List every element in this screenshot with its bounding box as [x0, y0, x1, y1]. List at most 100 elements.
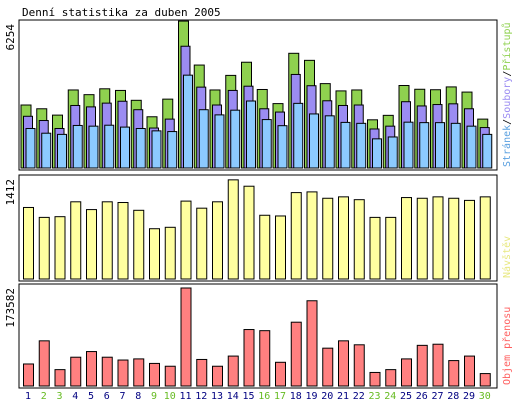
x-tick-label: 11 — [179, 391, 191, 402]
bar-visitors-návštěv-day-19 — [306, 191, 318, 280]
bar-visitors-návštěv-day-28 — [448, 197, 460, 280]
x-tick-label: 1 — [25, 391, 31, 402]
bar-hits-stránek-day-15 — [246, 100, 256, 169]
bar-hits-stránek-day-26 — [419, 122, 430, 169]
bar-hits-stránek-day-10 — [167, 131, 178, 169]
bar-visitors-návštěv-day-23 — [369, 216, 381, 280]
x-tick-label: 5 — [88, 391, 94, 402]
legend-item: Stránek — [501, 125, 513, 167]
panel-frame — [18, 283, 498, 389]
x-tick-label: 2 — [41, 391, 47, 402]
bar-transfer-objem-přenosu-day-15 — [243, 329, 255, 387]
bar-visitors-návštěv-day-22 — [353, 199, 365, 280]
bar-transfer-objem-přenosu-day-5 — [86, 351, 97, 387]
bar-transfer-objem-přenosu-day-8 — [133, 358, 145, 387]
bar-transfer-objem-přenosu-day-9 — [149, 362, 160, 387]
panel-max-label: 6254 — [4, 24, 17, 51]
bar-visitors-návštěv-day-14 — [227, 179, 239, 280]
x-tick-label: 30 — [479, 391, 491, 402]
x-tick-label: 4 — [72, 391, 78, 402]
bar-hits-stránek-day-21 — [340, 121, 351, 169]
panel-frame — [18, 174, 498, 282]
x-tick-label: 18 — [290, 391, 302, 402]
chart-panels: 6254Stránek/Soubory/Přístupů1412Návštěv1… — [4, 19, 513, 389]
x-tick-label: 6 — [104, 391, 110, 402]
bar-transfer-objem-přenosu-day-27 — [432, 343, 444, 387]
bar-transfer-objem-přenosu-day-11 — [180, 287, 192, 387]
panel-max-label: 173582 — [4, 288, 17, 328]
bar-hits-stránek-day-29 — [466, 125, 477, 169]
bar-hits-stránek-day-22 — [356, 122, 367, 169]
bar-hits-stránek-day-30 — [482, 133, 493, 169]
bar-hits-stránek-day-16 — [261, 119, 272, 169]
bar-transfer-objem-přenosu-day-26 — [416, 344, 428, 387]
bar-hits-stránek-day-9 — [151, 130, 162, 169]
bar-hits-stránek-day-24 — [387, 136, 398, 169]
x-tick-label: 22 — [353, 391, 365, 402]
bar-transfer-objem-přenosu-day-30 — [479, 373, 491, 387]
bar-hits-stránek-day-1 — [25, 128, 36, 169]
bar-visitors-návštěv-day-16 — [259, 214, 271, 280]
bar-visitors-návštěv-day-8 — [133, 209, 145, 280]
chart-title: Denní statistika za duben 2005 — [22, 6, 221, 19]
bar-visitors-návštěv-day-6 — [101, 201, 113, 280]
legend-item: Přístupů — [501, 22, 513, 70]
bar-hits-stránek-day-7 — [120, 126, 130, 169]
x-tick-label: 28 — [447, 391, 459, 402]
bar-hits-stránek-day-17 — [277, 125, 288, 169]
bar-visitors-návštěv-day-18 — [290, 192, 302, 280]
x-tick-label: 13 — [211, 391, 223, 402]
bar-visitors-návštěv-day-27 — [432, 196, 444, 280]
bar-visitors-návštěv-day-20 — [322, 197, 334, 280]
x-tick-label: 3 — [56, 391, 62, 402]
bar-transfer-objem-přenosu-day-28 — [448, 360, 460, 387]
x-tick-label: 20 — [321, 391, 333, 402]
bar-hits-stránek-day-20 — [324, 115, 335, 169]
bar-visitors-návštěv-day-24 — [385, 216, 397, 280]
legend-item: Návštěv — [501, 236, 513, 278]
bar-visitors-návštěv-day-21 — [338, 196, 349, 280]
bar-transfer-objem-přenosu-day-22 — [353, 344, 365, 387]
bar-transfer-objem-přenosu-day-6 — [101, 356, 113, 387]
x-tick-label: 23 — [368, 391, 380, 402]
bar-visitors-návštěv-day-29 — [464, 199, 475, 280]
bar-transfer-objem-přenosu-day-20 — [322, 347, 334, 387]
legend-separator: / — [502, 71, 513, 77]
panel-legend: Stránek/Soubory/Přístupů — [501, 22, 513, 167]
x-tick-label: 8 — [135, 391, 141, 402]
bar-visitors-návštěv-day-3 — [54, 216, 66, 280]
bar-hits-stránek-day-18 — [293, 102, 304, 169]
x-tick-label: 25 — [400, 391, 412, 402]
bar-visitors-návštěv-day-4 — [70, 201, 82, 280]
x-tick-label: 9 — [151, 391, 157, 402]
bar-hits-stránek-day-28 — [450, 122, 461, 169]
bar-transfer-objem-přenosu-day-18 — [290, 321, 302, 387]
bar-transfer-objem-přenosu-day-7 — [117, 359, 129, 387]
panel-legend: Objem přenosu — [501, 307, 513, 385]
panel-visitors: 1412 Návštěv — [4, 174, 513, 282]
x-tick-label: 21 — [337, 391, 349, 402]
bar-visitors-návštěv-day-17 — [275, 215, 286, 280]
x-axis-day-labels: 1 2 3 4 5 6 7 8 9 10 11 12 13 14 15 16 17 18 19 20 21 22 23 24 2… — [25, 391, 491, 402]
bar-hits-stránek-day-27 — [435, 122, 445, 169]
x-tick-label: 14 — [227, 391, 239, 402]
x-tick-label: 19 — [305, 391, 317, 402]
x-tick-label: 26 — [416, 391, 428, 402]
bar-transfer-objem-přenosu-day-17 — [275, 361, 286, 387]
bar-transfer-objem-přenosu-day-2 — [38, 340, 50, 387]
bar-hits-stránek-day-13 — [214, 114, 225, 169]
bar-visitors-návštěv-day-7 — [117, 202, 129, 280]
bar-transfer-objem-přenosu-day-12 — [196, 358, 208, 387]
bar-hits-stránek-day-6 — [104, 124, 115, 169]
bar-transfer-objem-přenosu-day-29 — [464, 355, 475, 387]
legend-item: Soubory — [502, 77, 513, 119]
bar-transfer-objem-přenosu-day-10 — [164, 365, 176, 387]
bar-visitors-návštěv-day-1 — [23, 206, 34, 280]
bar-hits-stránek-day-11 — [183, 74, 193, 169]
bar-transfer-objem-přenosu-day-1 — [23, 363, 34, 387]
bar-visitors-návštěv-day-13 — [212, 201, 223, 280]
bar-hits-stránek-day-12 — [198, 109, 209, 169]
bar-visitors-návštěv-day-26 — [416, 197, 428, 280]
